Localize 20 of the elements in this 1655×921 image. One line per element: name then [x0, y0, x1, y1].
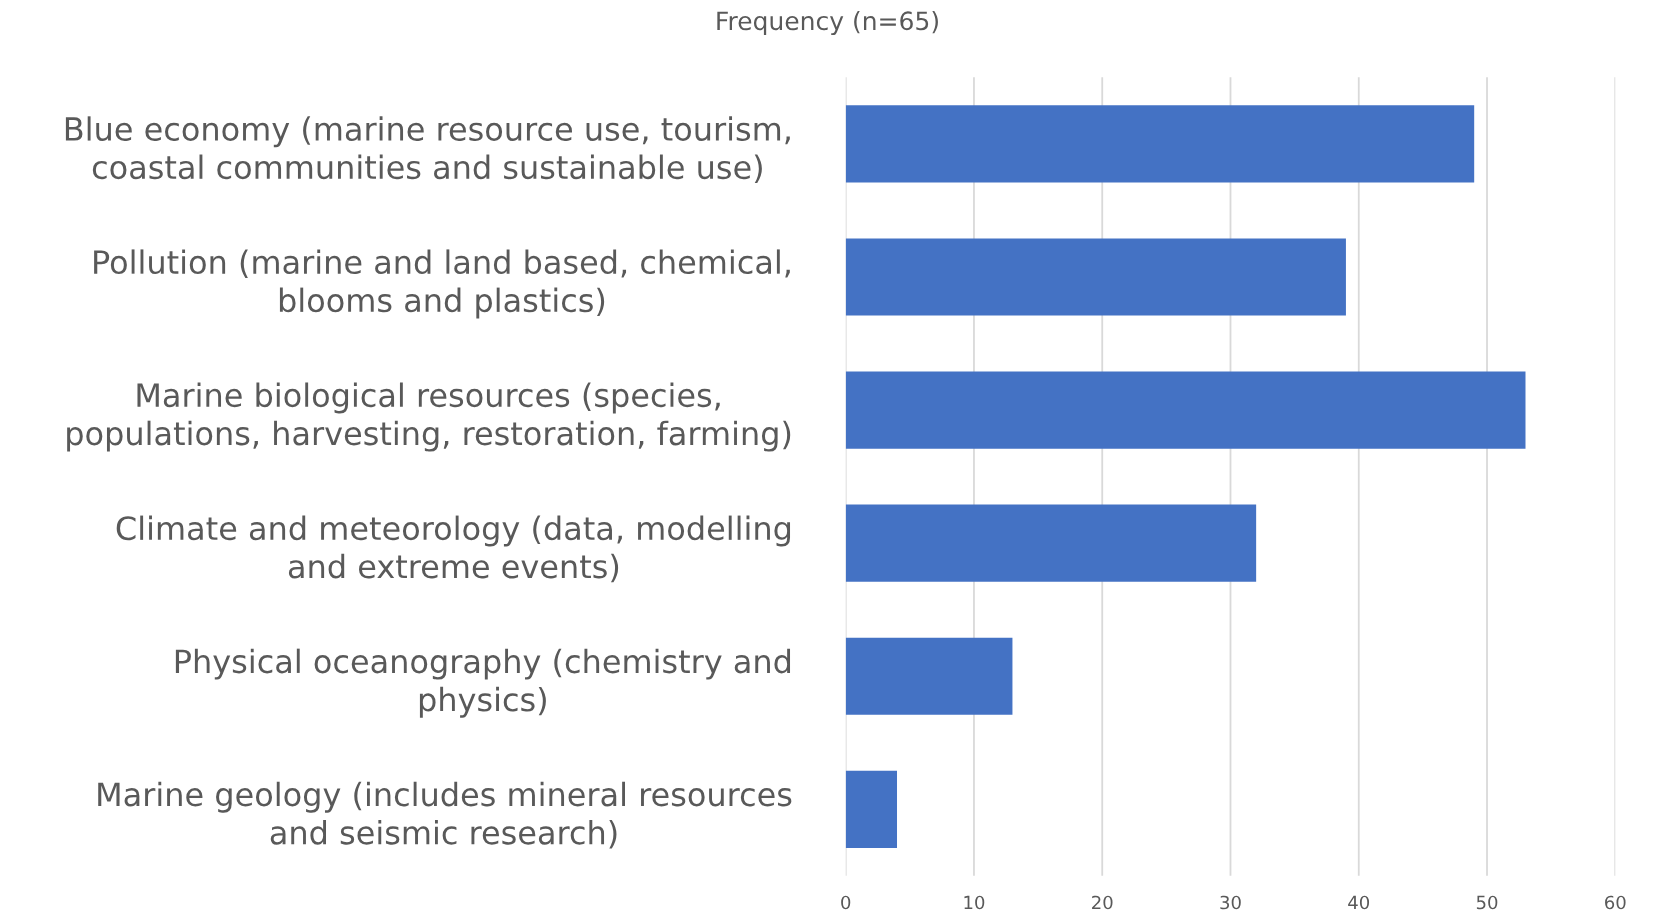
x-tick-label: 10: [964, 895, 985, 910]
x-tick-label: 0: [841, 895, 851, 910]
x-tick-label: 40: [1348, 895, 1370, 910]
y-tick-label: Pollution (marine and land based, chemical, blooms and plastics): [94, 249, 790, 319]
x-tick-label: 30: [1220, 895, 1241, 910]
y-tick-label: Physical oceanography (chemistry and physics): [175, 648, 791, 718]
y-tick-label: Marine geology (includes mineral resources and seismic research): [98, 781, 792, 849]
chart-title: Frequency (n=65): [717, 10, 938, 36]
y-tick-label: Climate and meteorology (data, modelling and extreme events): [116, 515, 791, 583]
bar: [845, 238, 1346, 316]
x-tick-label: 20: [1092, 895, 1113, 910]
x-tick-label: 50: [1476, 895, 1498, 910]
bar: [845, 371, 1526, 449]
x-tick-label: 60: [1605, 895, 1626, 910]
bar: [845, 504, 1257, 582]
bar: [845, 105, 1475, 183]
bar: [845, 637, 1013, 715]
y-tick-label: Blue economy (marine resource use, tourism, coastal communities and sustainable use): [65, 116, 790, 183]
y-tick-label: Marine biological resources (species, populations, harvesting, restoration, farming): [67, 382, 791, 452]
bar: [845, 770, 898, 848]
